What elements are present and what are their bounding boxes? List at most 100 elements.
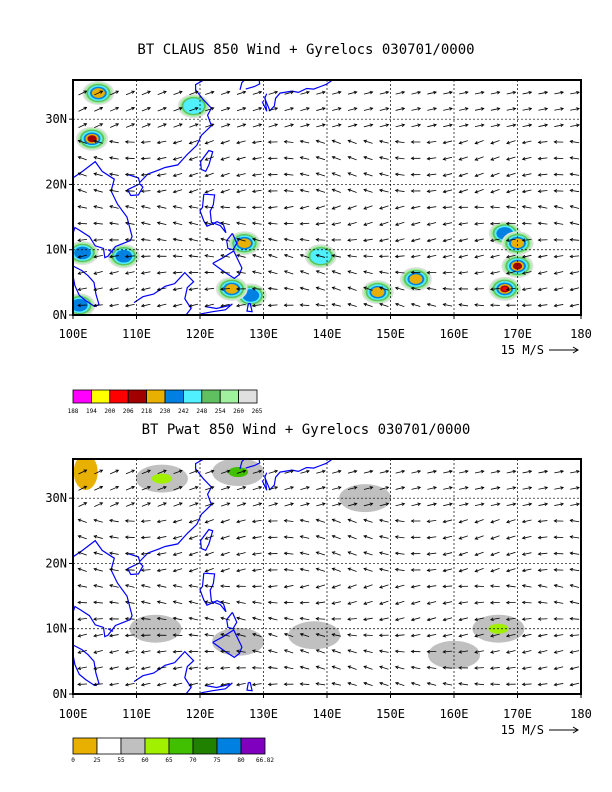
wind-vector-head [363,172,368,176]
wind-vector-head [204,616,209,621]
wind-vector-head [124,271,129,275]
wind-vector [141,91,151,96]
wind-vector [522,601,532,604]
wind-vector [221,551,230,556]
wind-vector-head [93,535,98,539]
wind-vector [252,486,262,491]
wind-vector [94,90,103,96]
wind-vector-head [426,552,431,556]
wind-vector-head [163,123,167,127]
wind-vector [443,91,453,95]
panel2-colorbar-label: 75 [213,757,221,764]
wind-vector-head [521,650,526,654]
wind-vector-head [560,469,565,474]
wind-vector-head [394,567,399,572]
wind-vector-head [235,287,240,291]
wind-vector [300,189,310,193]
wind-vector-head [480,107,485,111]
wind-vector [332,270,341,275]
wind-vector [363,221,373,226]
wind-vector-head [560,502,565,507]
wind-vector-head [321,123,326,127]
wind-vector [554,650,564,654]
wind-vector [570,519,580,523]
wind-vector [316,519,326,523]
panel1-colorbar-label: 194 [86,408,97,415]
wind-vector [332,665,341,670]
wind-vector-head [521,600,526,605]
wind-vector [332,303,341,307]
wind-vector-head [442,617,447,622]
wind-vector-head [124,519,129,523]
wind-vector-head [394,254,399,259]
wind-vector-head [267,535,272,540]
wind-vector-head [93,518,98,523]
wind-vector-head [315,585,320,589]
wind-vector-head [537,600,542,605]
wind-vector-head [315,222,320,226]
wind-vector-head [124,221,129,225]
wind-vector [522,650,532,654]
wind-vector-head [521,552,526,556]
wind-vector [474,124,484,128]
wind-vector [443,189,453,193]
wind-vector-head [569,551,574,556]
wind-vector [220,271,230,274]
wind-vector [522,91,532,95]
wind-vector [236,222,246,225]
wind-vector [522,140,532,144]
wind-vector [300,617,310,620]
wind-vector-head [331,601,336,605]
wind-vector [427,585,437,588]
wind-vector-head [442,649,447,654]
wind-vector [141,666,151,670]
panel1-blob-15 [488,276,521,301]
wind-vector-head [385,123,390,127]
wind-vector-head [480,486,485,490]
wind-vector [189,189,199,193]
wind-vector [173,617,183,621]
wind-vector-head [188,303,193,308]
wind-vector-head [490,536,495,540]
wind-vector [268,304,278,306]
wind-vector [173,172,183,177]
panel2-y-tick-label: 20N [45,556,67,570]
wind-vector [443,633,453,637]
wind-vector [316,107,326,111]
wind-vector-head [210,486,215,490]
wind-vector [316,205,326,210]
wind-vector [538,569,548,571]
wind-vector-head [496,107,501,111]
wind-vector [220,633,230,637]
wind-vector-head [458,140,463,145]
wind-vector [220,667,230,669]
wind-vector [221,519,230,523]
wind-vector-head [410,205,415,210]
wind-vector-head [77,238,82,242]
wind-vector-head [410,584,415,589]
panel1-x-tick-label: 130E [249,327,278,341]
wind-vector [411,600,421,605]
panel1-colorbar-label: 218 [141,408,152,415]
wind-vector [570,108,580,111]
panel1-y-tick-label: 20N [45,177,67,191]
wind-vector [443,238,453,242]
wind-vector [443,552,453,556]
wind-vector [157,617,167,621]
wind-vector [205,666,215,669]
wind-vector-head [156,271,161,275]
wind-vector [189,551,199,556]
wind-vector-head [521,254,526,259]
wind-vector-head [537,287,542,292]
wind-vector-head [569,237,574,242]
wind-vector-head [474,205,478,209]
wind-vector [363,205,373,210]
wind-vector-head [521,205,526,209]
wind-vector-head [378,139,383,144]
panel1-blob-3 [107,244,140,269]
panel1-blob-2 [73,240,99,265]
wind-vector-head [204,649,208,654]
wind-vector-head [172,270,177,275]
wind-vector [363,568,373,572]
wind-vector-head [331,270,336,274]
